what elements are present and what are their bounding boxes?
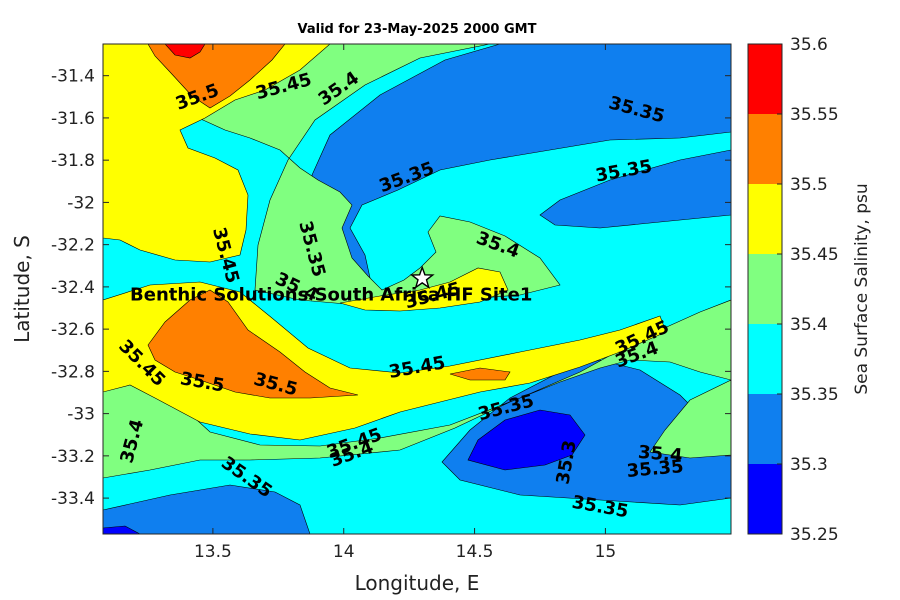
y-tick-label: -32 xyxy=(67,193,95,213)
contour-fill-orange-sliver xyxy=(449,367,511,381)
y-tick-label: -33.2 xyxy=(51,447,95,467)
site-layer: Benthic Solutions South Africa HF Site1 xyxy=(130,265,532,305)
plot-frame xyxy=(102,43,732,535)
colorbar-segment xyxy=(748,254,782,324)
contour-fill-yellow-ridge xyxy=(339,267,509,312)
contour-fill-blue-southwest xyxy=(103,484,311,534)
y-tick-label: -31.6 xyxy=(51,109,95,129)
colorbar-segment xyxy=(748,324,782,394)
x-tick-label: 15 xyxy=(595,542,617,562)
colorbar-frame xyxy=(747,43,783,535)
contour-fill-orange-north xyxy=(147,44,286,109)
x-axis-label: Longitude, E xyxy=(354,571,480,595)
colorbar-tick-label: 35.35 xyxy=(790,385,839,405)
y-tick-label: -32.6 xyxy=(51,320,95,340)
contour-fill-green-east-bump xyxy=(649,379,731,459)
contour-fill-layer xyxy=(103,44,731,534)
x-tick-label: 14.5 xyxy=(456,542,494,562)
colorbar-tick-label: 35.55 xyxy=(790,105,839,125)
x-tick-label: 13.5 xyxy=(194,542,232,562)
y-tick-label: -32.4 xyxy=(51,278,95,298)
y-tick-label: -31.4 xyxy=(51,67,95,87)
contour-label: 35.4 xyxy=(637,442,683,467)
x-tick-label: 14 xyxy=(333,542,355,562)
y-tick-label: -31.8 xyxy=(51,151,95,171)
site-label: Benthic Solutions South Africa HF Site1 xyxy=(130,284,532,305)
colorbar-segment xyxy=(748,394,782,464)
site-star-marker xyxy=(409,265,435,289)
y-axis-label: Latitude, S xyxy=(10,235,34,343)
colorbar-segment xyxy=(748,44,782,114)
contour-fill-blue-east xyxy=(539,149,731,229)
colorbar-segment xyxy=(748,184,782,254)
y-tick-label: -32.8 xyxy=(51,362,95,382)
colorbar-tick-label: 35.4 xyxy=(790,315,828,335)
contour-fill-orange-south xyxy=(147,289,359,399)
chart-title: Valid for 23-May-2025 2000 GMT xyxy=(297,22,537,37)
contour-fill-red-core xyxy=(164,44,206,59)
x-axis: 13.5 14 14.5 15 xyxy=(194,44,616,562)
colorbar-label: Sea Surface Salinity, psu xyxy=(852,183,872,395)
y-axis: -31.4 -31.6 -31.8 -32 -32.2 -32.4 -32.6 -32.8 -3… xyxy=(51,67,731,509)
y-tick-label: -32.2 xyxy=(51,236,95,256)
contour-fill-blue-northeast xyxy=(311,44,731,288)
contour-fill-green-south xyxy=(103,299,731,479)
contour-fill-yellow-south xyxy=(103,281,667,441)
y-tick-label: -33 xyxy=(67,405,95,425)
colorbar: 35.25 35.3 35.35 35.4 35.45 35.5 35.55 35.6 xyxy=(747,35,839,545)
colorbar-tick-label: 35.3 xyxy=(790,455,828,475)
colorbar-segment xyxy=(748,114,782,184)
colorbar-tick-label: 35.6 xyxy=(790,35,828,55)
contour-fill-darkblue-core xyxy=(467,409,586,471)
colorbar-tick-label: 35.25 xyxy=(790,525,839,545)
contour-fill-yellow-north xyxy=(103,44,331,263)
colorbar-segment xyxy=(748,464,782,534)
colorbar-tick-label: 35.5 xyxy=(790,175,828,195)
y-tick-label: -33.4 xyxy=(51,489,95,509)
contour-label: 35.35 xyxy=(626,456,685,482)
colorbar-tick-label: 35.45 xyxy=(790,245,839,265)
contour-fill-darkblue-corner xyxy=(103,525,141,534)
